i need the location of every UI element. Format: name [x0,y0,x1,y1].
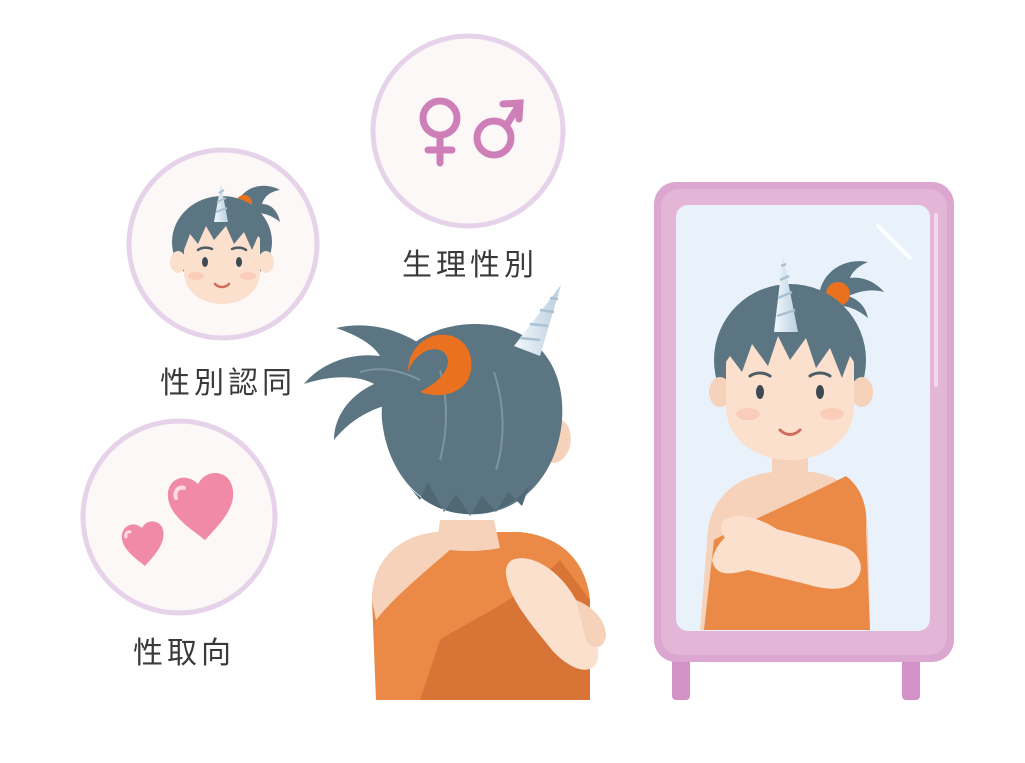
label-gender-identity: 性別認同 [160,366,296,401]
label-sexual-orientation: 性取向 [133,636,235,671]
label-biological-sex: 生理性別 [402,248,538,283]
unicorn-child-character [304,285,606,700]
hearts-icon [121,472,234,566]
biological-sex-circle [370,33,566,229]
gender-identity-circle [126,147,320,341]
sexual-orientation-circle [80,418,278,616]
female-male-symbols-icon [419,97,524,167]
mirror-reflection [700,256,884,630]
mirror-icon [654,182,954,700]
face-icon [170,184,280,304]
